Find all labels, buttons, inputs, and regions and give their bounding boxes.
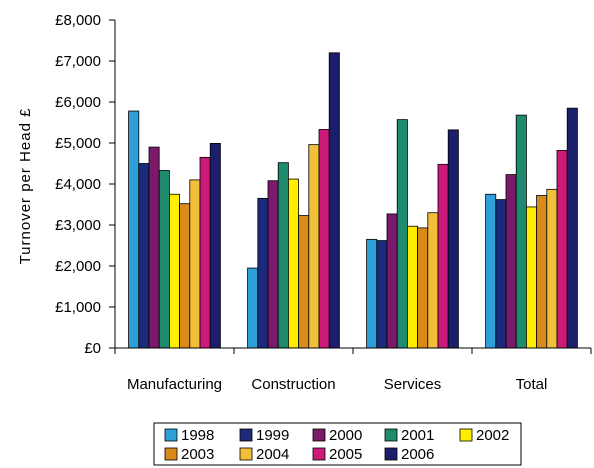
y-axis-label: Turnover per Head £ [17, 108, 34, 265]
bar [267, 180, 279, 349]
bar [566, 107, 578, 349]
bar [396, 119, 408, 349]
bar [427, 212, 439, 349]
legend-label: 2001 [401, 427, 434, 444]
bar [556, 149, 568, 349]
y-axis: £0 £1,000 £2,000 £3,000 £4,000 £5,000 £6,000 £7… [55, 12, 116, 357]
legend-swatch [164, 428, 178, 442]
bar [485, 193, 497, 349]
bar [277, 162, 289, 349]
bar [199, 156, 211, 349]
legend-label: 2004 [256, 446, 289, 463]
legend-swatch [312, 428, 326, 442]
y-tick-label: £8,000 [55, 12, 101, 29]
x-axis: Manufacturing Construction Services Total [114, 347, 592, 393]
bar [536, 195, 548, 349]
y-tick-label: £4,000 [55, 176, 101, 193]
y-tick-label: £5,000 [55, 135, 101, 152]
bar [247, 267, 259, 349]
bar [318, 129, 330, 349]
bar [168, 193, 180, 349]
bar [138, 163, 150, 349]
x-category-label: Services [384, 376, 442, 393]
bar [495, 199, 507, 349]
bar [128, 110, 140, 349]
legend-swatch [239, 428, 253, 442]
bar [298, 215, 310, 349]
y-tick-label: £6,000 [55, 94, 101, 111]
legend-swatch [164, 447, 178, 461]
bar [546, 188, 558, 349]
bar [257, 197, 269, 349]
y-tick-label: £2,000 [55, 258, 101, 275]
bar [417, 227, 429, 349]
legend-label: 2002 [476, 427, 509, 444]
bar [179, 203, 191, 349]
bar [447, 129, 459, 349]
bar [526, 206, 538, 349]
legend-label: 2003 [181, 446, 214, 463]
x-category-label: Total [516, 376, 548, 393]
bar [189, 179, 201, 349]
bar [158, 170, 170, 349]
bar [406, 225, 418, 349]
y-tick-label: £7,000 [55, 53, 101, 70]
legend-label: 2005 [329, 446, 362, 463]
legend-label: 2006 [401, 446, 434, 463]
bar [209, 143, 221, 349]
bars [128, 52, 578, 349]
bar [386, 213, 398, 349]
bar [328, 52, 340, 349]
legend-label: 1999 [256, 427, 289, 444]
bar [366, 238, 378, 349]
y-tick-label: £1,000 [55, 299, 101, 316]
legend-swatch [312, 447, 326, 461]
bar [515, 114, 527, 349]
legend: 1998 1999 2000 2001 2002 2003 2004 2005 2006 [153, 422, 522, 466]
y-tick-label: £3,000 [55, 217, 101, 234]
bar [376, 240, 388, 349]
bar [148, 146, 160, 349]
legend-swatch [384, 428, 398, 442]
legend-label: 2000 [329, 427, 362, 444]
y-tick-label: £0 [84, 340, 101, 357]
x-category-label: Construction [251, 376, 335, 393]
bar [308, 144, 320, 349]
legend-label: 1998 [181, 427, 214, 444]
legend-swatch [239, 447, 253, 461]
legend-swatch [459, 428, 473, 442]
x-category-label: Manufacturing [127, 376, 222, 393]
bar [505, 174, 517, 349]
bar [287, 178, 299, 349]
bar [437, 163, 449, 349]
legend-swatch [384, 447, 398, 461]
